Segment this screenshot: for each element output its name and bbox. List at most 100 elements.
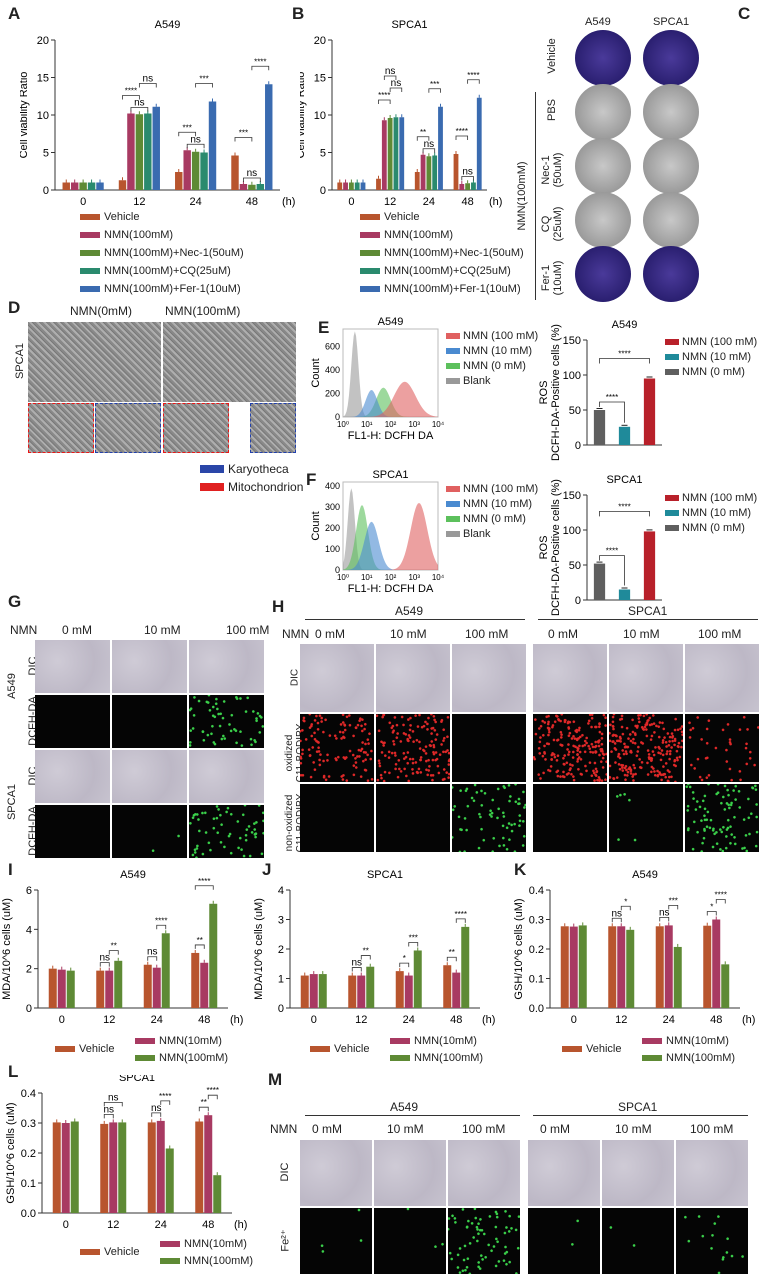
legend-label: Vehicle (384, 211, 419, 223)
chart-i: A5490246MDA/10^6 cells (uM)0 12ns**24ns**… (0, 870, 254, 1030)
significance-label: ns (99, 953, 110, 964)
x-tick-label: 12 (103, 1014, 115, 1026)
bar (88, 183, 95, 191)
row-label: Nec-1 (50uM) (540, 145, 564, 195)
bar (608, 926, 616, 1008)
x-tick-label: 24 (190, 196, 202, 208)
legend-label: Vehicle (586, 1043, 621, 1055)
legend-label: NMN (100 mM) (682, 492, 757, 504)
legend-swatch (360, 286, 380, 292)
legend-swatch (446, 378, 460, 384)
row-label: DIC (290, 645, 301, 711)
y-tick-label: 0.1 (529, 974, 544, 986)
culture-plate (575, 84, 631, 140)
bar (79, 183, 86, 191)
row-label: DIC (279, 1157, 291, 1187)
legend-b-item: NMN(100mM)+Nec-1(50uM) (360, 247, 524, 259)
micrograph (112, 640, 187, 693)
x-tick-label: 10¹ (361, 420, 373, 429)
bar (192, 152, 199, 190)
significance-label: **** (618, 350, 630, 359)
legend-swatch (80, 268, 100, 274)
row-label: SPCA1 (14, 336, 26, 386)
x-tick-label: 0 (80, 196, 86, 208)
x-tick-label: 10⁴ (432, 420, 445, 429)
culture-plate (643, 138, 699, 194)
micrograph (374, 1208, 446, 1274)
bar (71, 1122, 79, 1214)
significance-bracket (600, 359, 650, 364)
significance-bracket (252, 66, 269, 70)
significance-label: **** (606, 547, 618, 556)
y-tick-label: 50 (569, 405, 581, 417)
micrograph (189, 750, 264, 803)
y-axis-label: ROSDCFH-DA-Positive cells (%) (538, 479, 562, 616)
bar (257, 184, 264, 190)
legend-swatch (360, 232, 380, 238)
y-tick-label: 0.1 (21, 1178, 36, 1190)
y-tick-label: 2 (26, 964, 32, 976)
bar (703, 926, 711, 1008)
y-axis-label-line: Cell viability Ratio (20, 72, 30, 159)
panel-label-e: E (318, 318, 329, 338)
significance-label: ns (351, 958, 362, 969)
legend-label: NMN(100mM)+Nec-1(50uM) (104, 247, 244, 259)
y-axis-label-line: MDA/10^6 cells (uM) (254, 898, 265, 1000)
nmn-label: NMN (10, 623, 37, 637)
bar (248, 185, 255, 190)
significance-label: *** (183, 123, 192, 132)
x-tick-label: 24 (663, 1014, 675, 1026)
bar (426, 156, 431, 190)
chart-title: SPCA1 (606, 474, 642, 486)
bar (213, 1175, 221, 1213)
bar (100, 1124, 108, 1213)
bar (388, 118, 393, 190)
legend-j-item: NMN(100mM) (390, 1052, 483, 1064)
group-label: NMN(100mM) (516, 146, 528, 246)
bar (617, 926, 625, 1008)
legend-label: NMN (100 mM) (463, 330, 538, 342)
legend-ros-e-item: NMN (0 mM) (665, 366, 745, 378)
legend-label: NMN (0 mM) (463, 360, 526, 372)
legend-ros-e-item: NMN (10 mM) (665, 351, 751, 363)
legend-swatch (310, 1046, 330, 1052)
x-tick-label: 0 (63, 1219, 69, 1231)
micrograph (374, 1140, 446, 1206)
chart-title: A549 (155, 20, 181, 31)
y-tick-label: 0 (575, 595, 581, 607)
row-label: CQ (25uM) (540, 199, 564, 249)
legend-swatch (135, 1055, 155, 1061)
y-tick-label: 0.2 (21, 1148, 36, 1160)
bar (570, 927, 578, 1008)
significance-bracket (157, 925, 166, 929)
bar (204, 1115, 212, 1213)
x-axis-label: FL1-H: DCFH DA (348, 430, 434, 442)
bar (319, 974, 327, 1008)
x-axis-label: FL1-H: DCFH DA (348, 583, 434, 595)
legend-label: NMN (10 mM) (463, 345, 532, 357)
bar (355, 183, 360, 191)
significance-bracket (208, 1095, 217, 1099)
tem-zoom-image (95, 403, 161, 453)
micrograph (602, 1140, 674, 1206)
bar (594, 564, 605, 600)
legend-j-item: NMN(10mM) (390, 1035, 477, 1047)
legend-item: Mitochondrion (200, 480, 303, 494)
significance-bracket (456, 919, 465, 923)
significance-bracket (456, 136, 468, 140)
legend-i-item: Vehicle (55, 1043, 114, 1055)
legend-swatch (642, 1055, 662, 1061)
bar (96, 971, 104, 1008)
panel-label-h: H (272, 597, 284, 617)
legend-swatch (360, 214, 380, 220)
y-axis-label: Cell viability Ratio (20, 72, 30, 159)
group-divider (538, 619, 758, 620)
legend-ros-e-item: NMN (100 mM) (665, 336, 757, 348)
panel-label-f: F (306, 470, 316, 490)
micrograph (35, 640, 110, 693)
significance-label: **** (715, 891, 727, 900)
bar (415, 172, 420, 190)
column-label: 100 mM (462, 1122, 505, 1136)
legend-swatch (446, 501, 460, 507)
legend-label: NMN(100mM) (184, 1255, 253, 1267)
